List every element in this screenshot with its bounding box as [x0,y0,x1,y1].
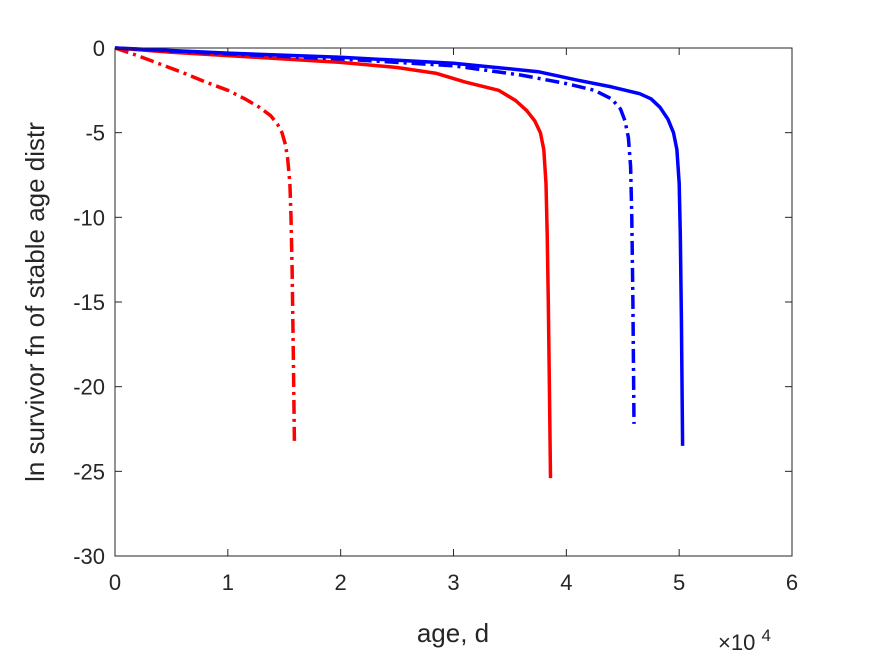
series-line-4 [114,46,636,424]
series-line-1 [114,46,553,479]
x-exponent-power: 4 [761,626,770,645]
x-tick-label: 1 [222,570,234,595]
x-axis-label: age, d [417,618,489,648]
y-tick-label: -25 [73,459,105,484]
y-tick-label: -30 [73,544,105,569]
y-tick-label: -5 [85,121,105,146]
x-exponent-label: ×10 4 [718,626,771,655]
x-tick-label: 0 [109,570,121,595]
series-layer [114,46,685,479]
y-tick-label: -20 [73,375,105,400]
y-axis-label: ln survivor fn of stable age distr [20,122,50,482]
x-tick-label: 3 [447,570,459,595]
x-tick-label: 2 [335,570,347,595]
x-tick-label: 4 [560,570,572,595]
series-line-2 [114,46,297,441]
x-tick-label: 6 [786,570,798,595]
y-axis: 0 -5 -10 -15 -20 -25 -30 [73,36,792,569]
x-tick-label: 5 [673,570,685,595]
y-tick-label: -10 [73,205,105,230]
plot-area [115,48,792,556]
series-line-3 [114,46,685,446]
x-axis: 0 1 2 3 4 5 6 [109,48,798,595]
x-exponent-base: ×10 [718,630,755,655]
y-tick-label: 0 [93,36,105,61]
y-tick-label: -15 [73,290,105,315]
